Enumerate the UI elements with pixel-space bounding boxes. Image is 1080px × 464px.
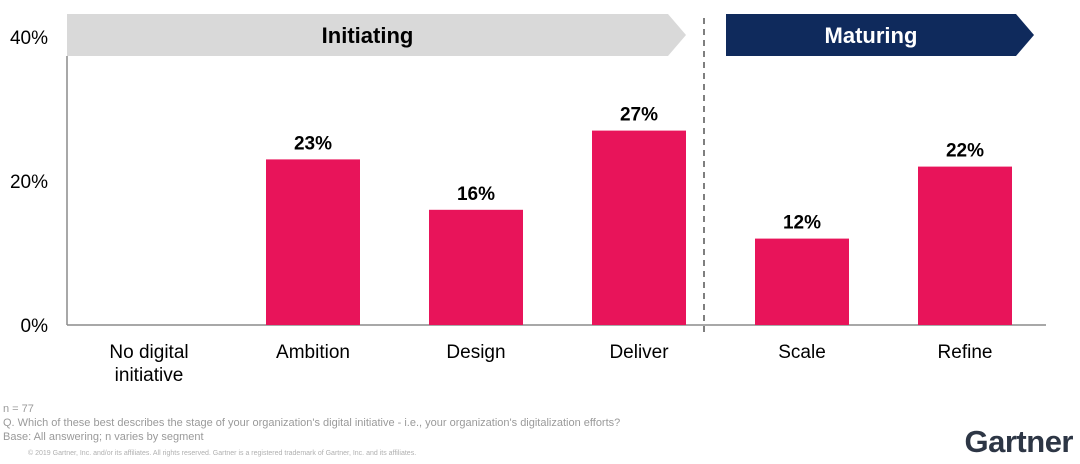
data-label: 23% (294, 133, 332, 154)
bar (429, 209, 523, 325)
phase-banner-maturing (726, 14, 1034, 56)
data-label: 22% (946, 141, 984, 162)
bar-chart: Initiating Maturing 0% 20% 40% No digital init… (10, 14, 1046, 386)
y-tick-label: 20% (10, 172, 48, 193)
footnote-sample-size: n = 77 (3, 403, 34, 415)
bar (918, 166, 1012, 325)
gartner-logo: Gartner (964, 424, 1074, 459)
y-tick-label: 40% (10, 28, 48, 49)
category-label: Scale (778, 342, 826, 363)
category-label: Design (446, 342, 505, 363)
bar (592, 130, 686, 325)
category-label: No digital initiative (109, 342, 188, 386)
phase-banner-initiating (67, 14, 686, 56)
bar (266, 159, 360, 325)
footnote-copyright: © 2019 Gartner, Inc. and/or its affiliat… (28, 450, 417, 457)
bar (755, 238, 849, 325)
data-label: 27% (620, 105, 658, 126)
data-label: 12% (783, 213, 821, 234)
footnote-base: Base: All answering; n varies by segment (3, 431, 204, 443)
footnote-question: Q. Which of these best describes the sta… (3, 417, 621, 429)
phase-label-initiating: Initiating (322, 23, 414, 48)
category-label: Deliver (609, 342, 669, 363)
category-label: Refine (938, 342, 993, 363)
phase-label-maturing: Maturing (825, 23, 918, 48)
category-label: Ambition (276, 342, 350, 363)
data-label: 16% (457, 184, 495, 205)
y-tick-label: 0% (21, 316, 49, 337)
